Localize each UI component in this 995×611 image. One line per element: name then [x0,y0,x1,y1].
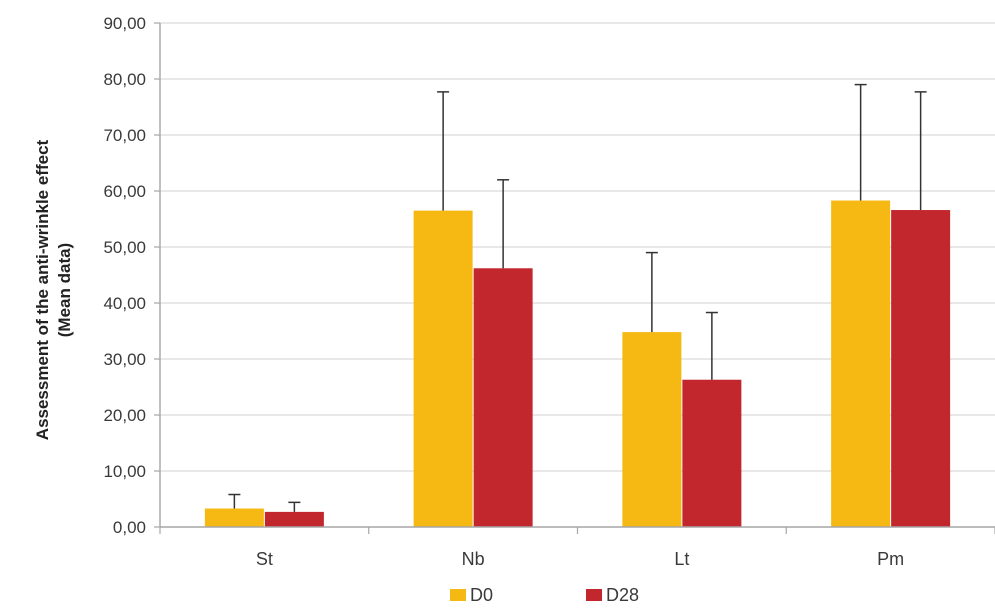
error-bars [228,83,927,512]
gridlines [160,22,995,472]
y-tick-label: 40,00 [103,294,146,313]
bar-d28-nb [473,268,533,527]
category-labels: St Nb Lt Pm [256,549,904,569]
y-axis-title: Assessment of the anti-wrinkle effect (M… [33,139,74,440]
bar-d0-lt [622,332,682,527]
legend-swatch-d0 [450,589,466,601]
bars [204,200,951,528]
x-category-label: Pm [877,549,904,569]
y-tick-label: 20,00 [103,406,146,425]
y-tick-label: 10,00 [103,462,146,481]
y-tick-label: 70,00 [103,126,146,145]
y-axis-ticks: 0,00 10,00 20,00 30,00 40,00 50,00 60,00 70,00 8… [103,14,160,537]
x-category-label: St [256,549,273,569]
y-tick-label: 50,00 [103,238,146,257]
axes [159,23,995,534]
y-axis-title-line1: Assessment of the anti-wrinkle effect [33,139,52,440]
y-tick-label: 30,00 [103,350,146,369]
legend: D0 D28 [450,585,639,605]
bar-d0-nb [413,210,473,527]
y-tick-label: 80,00 [103,70,146,89]
bar-d28-st [264,511,324,527]
bar-d28-pm [891,210,951,528]
y-tick-label: 0,00 [113,518,146,537]
legend-label-d0: D0 [470,585,493,605]
x-category-label: Nb [462,549,485,569]
legend-swatch-d28 [586,589,602,601]
y-tick-label: 60,00 [103,182,146,201]
x-category-label: Lt [674,549,689,569]
y-axis-title-line2: (Mean data) [55,243,74,337]
bar-d28-lt [682,379,742,527]
bar-d0-pm [831,200,891,527]
y-tick-label: 90,00 [103,14,146,33]
legend-label-d28: D28 [606,585,639,605]
bar-d0-st [204,508,264,527]
